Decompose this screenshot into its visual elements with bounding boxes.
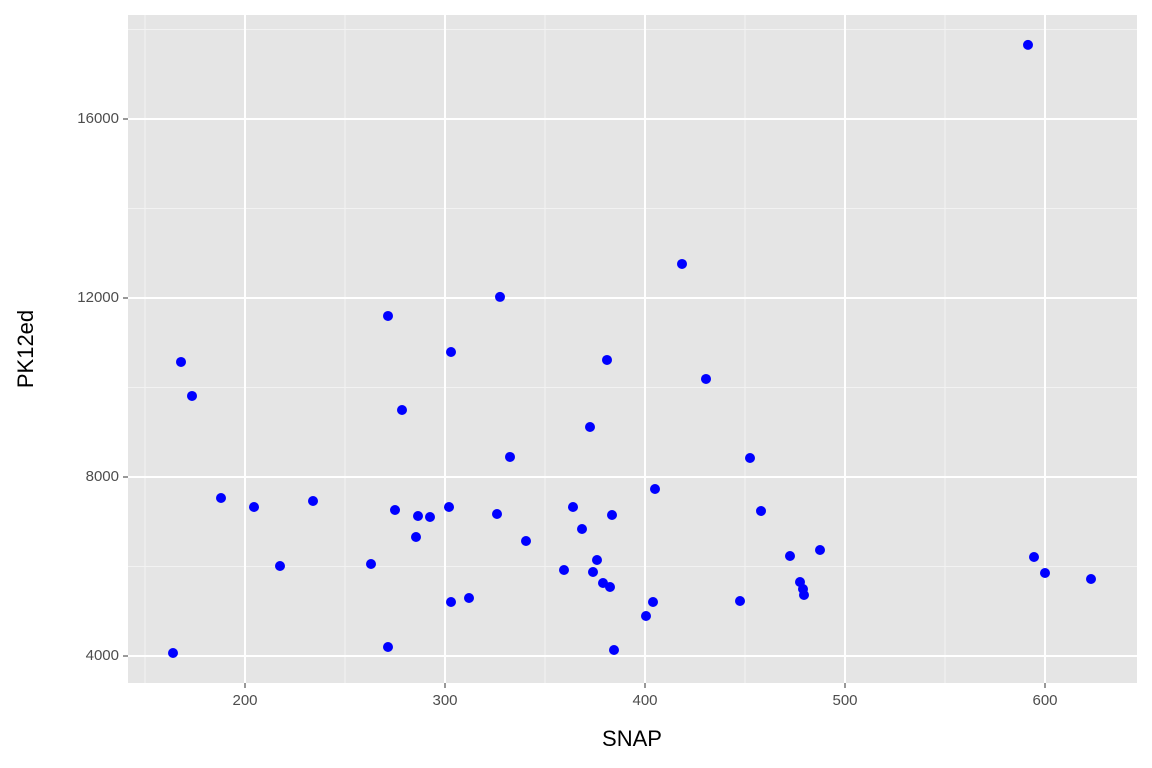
point [275, 560, 285, 571]
point [397, 404, 407, 415]
point [390, 504, 400, 515]
point [650, 484, 660, 495]
point [785, 550, 795, 561]
point [745, 452, 755, 463]
x-axis-title: SNAP [602, 726, 662, 751]
point [249, 501, 259, 512]
point [425, 511, 435, 522]
point [411, 531, 421, 542]
point [568, 501, 578, 512]
point [366, 559, 376, 570]
point [464, 593, 474, 604]
y-axis-title: PK12ed [13, 310, 38, 388]
x-tick-label: 400 [632, 692, 657, 709]
y-tick-label: 4000 [86, 647, 119, 664]
point [585, 421, 595, 432]
y-tick-label: 16000 [77, 110, 119, 127]
point [577, 524, 587, 535]
point [1023, 39, 1033, 50]
point [383, 642, 393, 653]
point [641, 611, 651, 622]
point [383, 310, 393, 321]
point [176, 356, 186, 367]
point [607, 510, 617, 521]
panel [128, 15, 1137, 683]
point [505, 451, 515, 462]
point [1029, 551, 1039, 562]
point [815, 544, 825, 555]
point [216, 492, 226, 503]
point [187, 390, 197, 401]
point [588, 567, 598, 578]
x-tick-label: 300 [432, 692, 457, 709]
point [799, 590, 809, 601]
y-tick-label: 12000 [77, 289, 119, 306]
x-tick-label: 500 [832, 692, 857, 709]
point [521, 536, 531, 547]
point [308, 495, 318, 506]
point [1040, 568, 1050, 579]
point [1086, 573, 1096, 584]
point [446, 597, 456, 608]
x-tick-label: 200 [232, 692, 257, 709]
point [677, 258, 687, 269]
point [168, 648, 178, 659]
point [492, 508, 502, 519]
point [592, 554, 602, 565]
point [609, 645, 619, 656]
point [735, 596, 745, 607]
point [444, 501, 454, 512]
point [648, 597, 658, 608]
point [495, 291, 505, 302]
point [605, 582, 615, 593]
point [559, 565, 569, 576]
y-tick-label: 8000 [86, 468, 119, 485]
x-tick-label: 600 [1032, 692, 1057, 709]
point [446, 346, 456, 357]
point [602, 354, 612, 365]
point [756, 505, 766, 516]
point [413, 510, 423, 521]
point [701, 373, 711, 384]
